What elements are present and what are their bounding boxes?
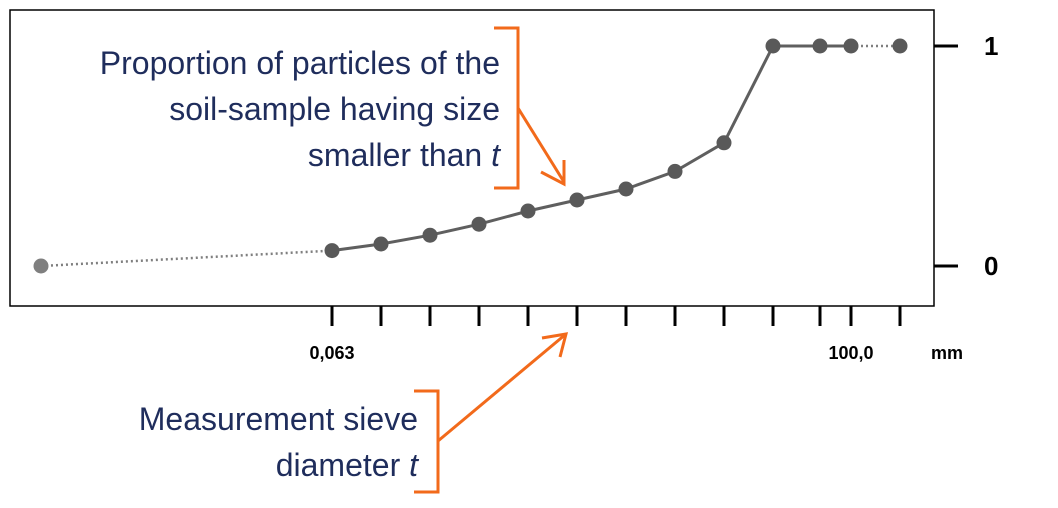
proportion-annotation-line3: smaller than t [20,132,500,178]
sieve-annotation-prefix: diameter [275,447,410,483]
data-point-right-extension [892,38,908,54]
x-tick-label: 0,063 [309,343,354,363]
data-point [373,236,389,252]
sieve-annotation: Measurement sieve diameter t [20,396,418,488]
data-point [422,227,438,243]
proportion-annotation-prefix: smaller than [307,137,492,173]
proportion-annotation-line2: soil-sample having size [169,91,500,127]
series-line [331,44,851,253]
series-layer [33,38,908,274]
data-point [765,38,781,54]
data-point [716,135,732,151]
data-point-left-extension [33,258,49,274]
proportion-arrowhead [540,160,566,187]
annotation-arrows [414,26,569,494]
sieve-arrow-line [437,332,567,443]
proportion-annotation-variable: t [491,137,500,173]
data-point [324,243,340,259]
plot-frame [9,9,935,307]
sieve-annotation-variable: t [409,447,418,483]
left-extension-line [40,249,333,268]
sieve-annotation-line1: Measurement sieve [138,401,418,437]
data-point [618,181,634,197]
y-tick-label: 1 [984,31,998,61]
x-axis: 0,063 100,0 mm [309,306,963,363]
sieve-arrowhead [541,332,569,358]
proportion-annotation: Proportion of particles of the soil-samp… [20,40,500,178]
y-axis: 01 [934,31,998,281]
data-point [471,216,487,232]
x-tick-label: 100,0 [828,343,873,363]
data-point [812,38,828,54]
data-point [569,192,585,208]
data-point [520,203,536,219]
x-unit-label: mm [931,343,963,363]
proportion-arrow-line [516,107,566,183]
sieve-bracket [414,389,440,494]
sieve-annotation-line2: diameter t [20,442,418,488]
data-point [843,38,859,54]
y-tick-label: 0 [984,251,998,281]
proportion-annotation-line1: Proportion of particles of the [99,45,500,81]
data-point [667,163,683,179]
